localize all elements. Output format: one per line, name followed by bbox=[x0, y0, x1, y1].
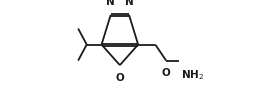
Text: O: O bbox=[162, 68, 171, 78]
Text: N: N bbox=[106, 0, 115, 7]
Text: O: O bbox=[116, 73, 124, 83]
Text: NH$_2$: NH$_2$ bbox=[181, 68, 204, 82]
Text: N: N bbox=[125, 0, 133, 7]
